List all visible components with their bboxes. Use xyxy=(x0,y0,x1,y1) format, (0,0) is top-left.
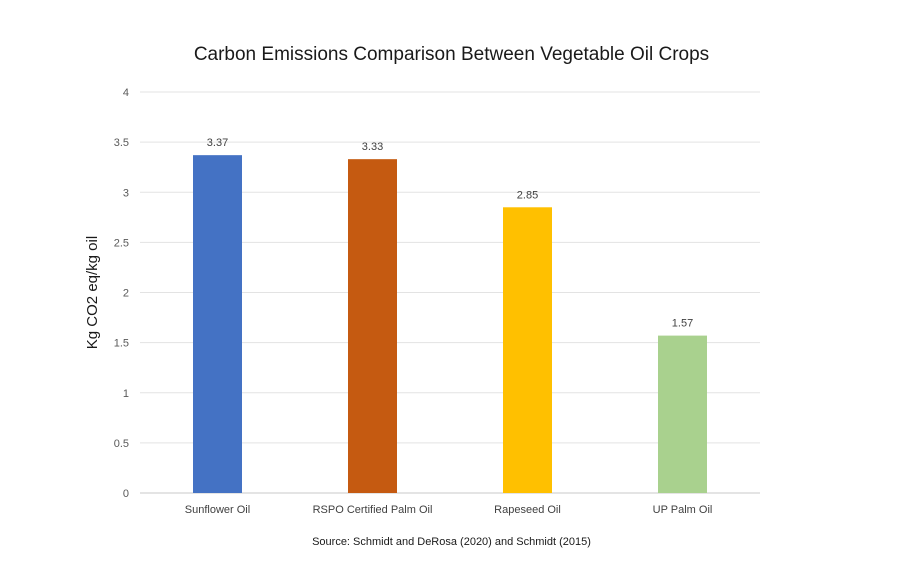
x-tick-label: Sunflower Oil xyxy=(185,504,250,516)
bar xyxy=(193,155,242,493)
bar xyxy=(658,335,707,493)
y-tick-label: 3 xyxy=(123,187,129,199)
data-label: 2.85 xyxy=(517,189,538,201)
bar xyxy=(348,159,397,494)
y-tick-label: 2.5 xyxy=(114,237,129,249)
y-tick-label: 1.5 xyxy=(114,338,129,350)
data-label: 3.37 xyxy=(207,137,228,149)
bar xyxy=(503,207,552,493)
y-tick-label: 2 xyxy=(123,288,129,300)
x-tick-label: UP Palm Oil xyxy=(653,504,713,516)
x-tick-label: RSPO Certified Palm Oil xyxy=(313,504,433,516)
y-tick-label: 0 xyxy=(123,488,129,500)
y-tick-label: 0.5 xyxy=(114,438,129,450)
y-tick-label: 1 xyxy=(123,388,129,400)
chart-source-note: Source: Schmidt and DeRosa (2020) and Sc… xyxy=(312,536,591,548)
y-tick-label: 4 xyxy=(123,87,129,99)
data-label: 1.57 xyxy=(672,318,693,330)
x-tick-label: Rapeseed Oil xyxy=(494,504,561,516)
y-tick-label: 3.5 xyxy=(114,137,129,149)
data-label: 3.33 xyxy=(362,141,383,153)
chart-title: Carbon Emissions Comparison Between Vege… xyxy=(193,44,710,65)
y-axis-label: Kg CO2 eq/kg oil xyxy=(84,236,101,349)
